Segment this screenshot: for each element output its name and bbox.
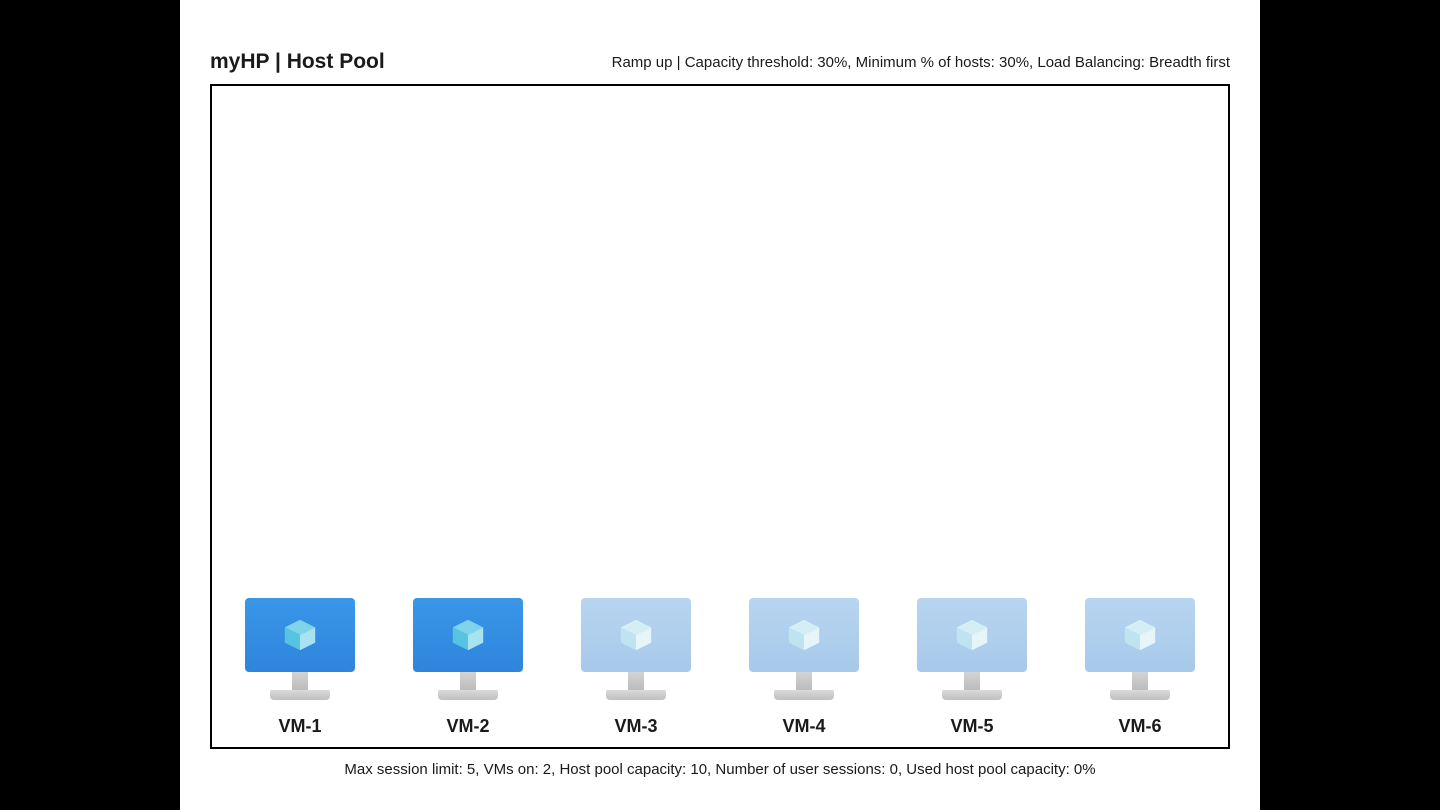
- vm-monitor-icon: [581, 598, 691, 708]
- vm-row: VM-1 VM-2 VM-3: [212, 598, 1228, 737]
- vm-item: VM-2: [393, 598, 543, 737]
- vm-stand-base: [942, 690, 1002, 700]
- vm-label: VM-5: [950, 716, 993, 737]
- host-pool-box: VM-1 VM-2 VM-3: [210, 84, 1230, 749]
- vm-screen: [749, 598, 859, 672]
- vm-label: VM-2: [446, 716, 489, 737]
- vm-screen: [413, 598, 523, 672]
- vm-cube-icon: [281, 616, 319, 654]
- vm-cube-icon: [617, 616, 655, 654]
- footer-stats: Max session limit: 5, VMs on: 2, Host po…: [210, 761, 1230, 778]
- page-title: myHP | Host Pool: [210, 50, 385, 74]
- vm-stand-base: [438, 690, 498, 700]
- vm-monitor-icon: [917, 598, 1027, 708]
- vm-label: VM-1: [278, 716, 321, 737]
- vm-monitor-icon: [749, 598, 859, 708]
- vm-screen: [245, 598, 355, 672]
- status-line: Ramp up | Capacity threshold: 30%, Minim…: [612, 54, 1230, 71]
- vm-label: VM-6: [1118, 716, 1161, 737]
- vm-item: VM-4: [729, 598, 879, 737]
- vm-stand-base: [270, 690, 330, 700]
- vm-monitor-icon: [245, 598, 355, 708]
- header: myHP | Host Pool Ramp up | Capacity thre…: [210, 50, 1230, 74]
- vm-stand-neck: [964, 672, 980, 690]
- vm-screen: [917, 598, 1027, 672]
- vm-stand-base: [1110, 690, 1170, 700]
- vm-item: VM-3: [561, 598, 711, 737]
- vm-cube-icon: [449, 616, 487, 654]
- vm-screen: [1085, 598, 1195, 672]
- vm-cube-icon: [1121, 616, 1159, 654]
- vm-cube-icon: [785, 616, 823, 654]
- vm-stand-neck: [796, 672, 812, 690]
- vm-stand-base: [606, 690, 666, 700]
- vm-stand-neck: [292, 672, 308, 690]
- vm-item: VM-5: [897, 598, 1047, 737]
- vm-monitor-icon: [1085, 598, 1195, 708]
- vm-item: VM-6: [1065, 598, 1215, 737]
- vm-label: VM-4: [782, 716, 825, 737]
- diagram-page: myHP | Host Pool Ramp up | Capacity thre…: [180, 0, 1260, 810]
- vm-stand-neck: [460, 672, 476, 690]
- vm-item: VM-1: [225, 598, 375, 737]
- vm-cube-icon: [953, 616, 991, 654]
- vm-label: VM-3: [614, 716, 657, 737]
- vm-stand-neck: [628, 672, 644, 690]
- vm-screen: [581, 598, 691, 672]
- vm-stand-neck: [1132, 672, 1148, 690]
- vm-stand-base: [774, 690, 834, 700]
- vm-monitor-icon: [413, 598, 523, 708]
